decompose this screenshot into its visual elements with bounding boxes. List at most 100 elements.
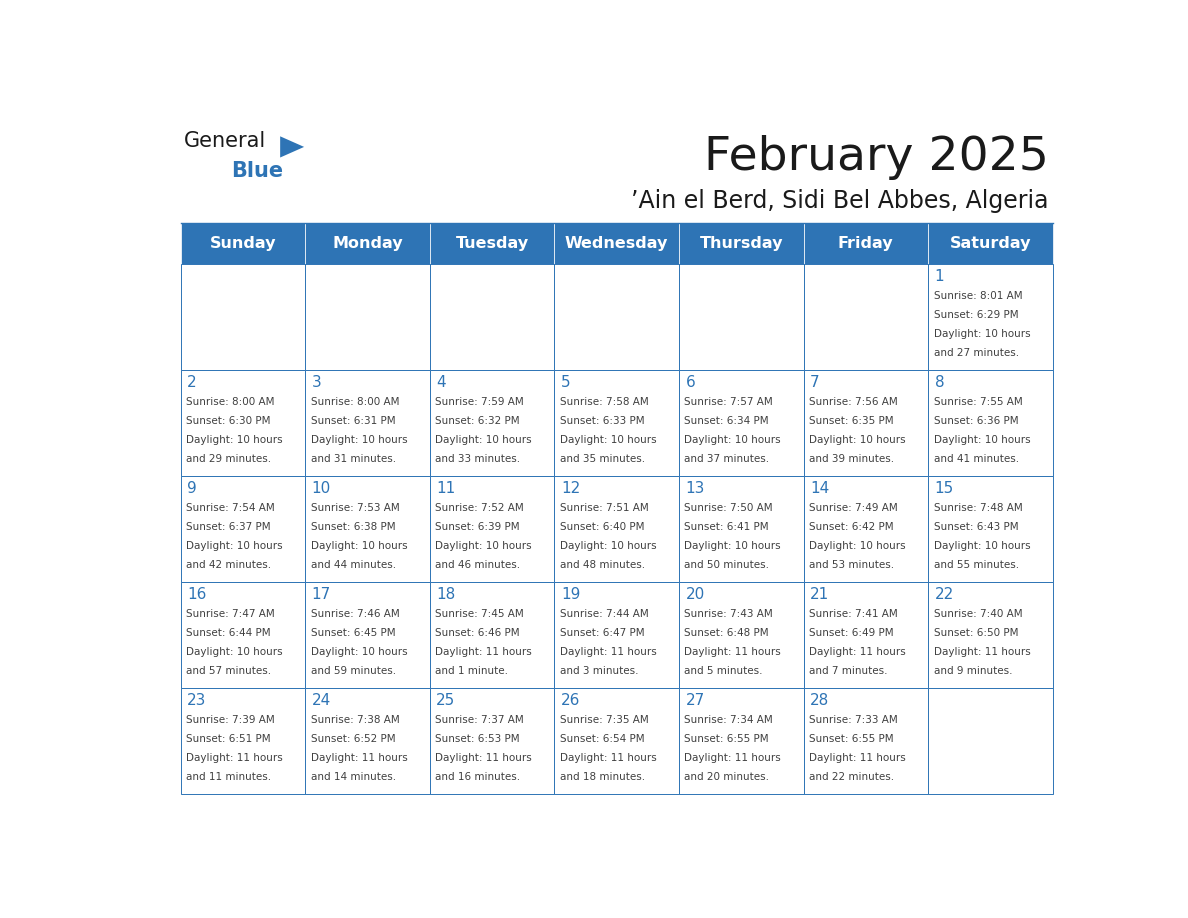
Text: Wednesday: Wednesday — [565, 236, 669, 252]
Bar — [555, 223, 680, 264]
Bar — [430, 688, 555, 794]
Bar — [803, 370, 928, 476]
Text: Daylight: 10 hours: Daylight: 10 hours — [187, 647, 283, 657]
Bar — [305, 476, 430, 582]
Text: 12: 12 — [561, 481, 580, 497]
Text: Sunset: 6:49 PM: Sunset: 6:49 PM — [809, 628, 893, 638]
Text: and 3 minutes.: and 3 minutes. — [560, 666, 638, 677]
Text: Daylight: 10 hours: Daylight: 10 hours — [934, 330, 1030, 340]
Text: and 11 minutes.: and 11 minutes. — [187, 772, 271, 782]
Text: Sunrise: 7:57 AM: Sunrise: 7:57 AM — [684, 397, 773, 408]
Text: 9: 9 — [188, 481, 197, 497]
Text: Sunrise: 7:40 AM: Sunrise: 7:40 AM — [934, 610, 1022, 620]
Text: 28: 28 — [810, 693, 829, 709]
Bar — [181, 582, 305, 688]
Text: Sunrise: 7:56 AM: Sunrise: 7:56 AM — [809, 397, 898, 408]
Bar — [305, 582, 430, 688]
Bar — [803, 264, 928, 370]
Text: Sunset: 6:47 PM: Sunset: 6:47 PM — [560, 628, 645, 638]
Text: and 42 minutes.: and 42 minutes. — [187, 560, 271, 570]
Bar — [181, 688, 305, 794]
Text: 1: 1 — [935, 269, 944, 285]
Bar — [928, 476, 1053, 582]
Text: Sunrise: 7:48 AM: Sunrise: 7:48 AM — [934, 503, 1023, 513]
Text: Sunset: 6:41 PM: Sunset: 6:41 PM — [684, 522, 769, 532]
Text: Sunrise: 7:50 AM: Sunrise: 7:50 AM — [684, 503, 773, 513]
Text: Daylight: 10 hours: Daylight: 10 hours — [187, 542, 283, 552]
Text: 8: 8 — [935, 375, 944, 390]
Text: Daylight: 10 hours: Daylight: 10 hours — [809, 435, 905, 445]
Text: Sunset: 6:48 PM: Sunset: 6:48 PM — [684, 628, 769, 638]
Text: Sunrise: 7:55 AM: Sunrise: 7:55 AM — [934, 397, 1023, 408]
Text: Monday: Monday — [333, 236, 403, 252]
Text: Sunset: 6:34 PM: Sunset: 6:34 PM — [684, 416, 769, 426]
Text: Sunrise: 7:35 AM: Sunrise: 7:35 AM — [560, 715, 649, 725]
Text: and 31 minutes.: and 31 minutes. — [311, 454, 396, 465]
Text: 19: 19 — [561, 588, 580, 602]
Text: Sunset: 6:31 PM: Sunset: 6:31 PM — [311, 416, 396, 426]
Text: and 50 minutes.: and 50 minutes. — [684, 560, 770, 570]
Text: and 20 minutes.: and 20 minutes. — [684, 772, 770, 782]
Text: 5: 5 — [561, 375, 570, 390]
Bar — [680, 476, 803, 582]
Text: 7: 7 — [810, 375, 820, 390]
Text: Blue: Blue — [232, 161, 284, 181]
Text: Sunrise: 7:45 AM: Sunrise: 7:45 AM — [435, 610, 524, 620]
Text: and 7 minutes.: and 7 minutes. — [809, 666, 887, 677]
Text: Daylight: 10 hours: Daylight: 10 hours — [560, 435, 657, 445]
Text: Sunrise: 7:39 AM: Sunrise: 7:39 AM — [187, 715, 274, 725]
Bar — [305, 370, 430, 476]
Bar — [430, 264, 555, 370]
Text: 6: 6 — [685, 375, 695, 390]
Text: Sunrise: 7:47 AM: Sunrise: 7:47 AM — [187, 610, 274, 620]
Text: Daylight: 10 hours: Daylight: 10 hours — [560, 542, 657, 552]
Text: 4: 4 — [436, 375, 446, 390]
Text: and 37 minutes.: and 37 minutes. — [684, 454, 770, 465]
Text: and 27 minutes.: and 27 minutes. — [934, 348, 1019, 358]
Bar — [803, 223, 928, 264]
Text: Sunrise: 7:51 AM: Sunrise: 7:51 AM — [560, 503, 649, 513]
Text: 3: 3 — [311, 375, 322, 390]
Bar — [803, 582, 928, 688]
Text: 25: 25 — [436, 693, 455, 709]
Bar — [430, 582, 555, 688]
Text: and 53 minutes.: and 53 minutes. — [809, 560, 895, 570]
Text: Sunday: Sunday — [210, 236, 277, 252]
Bar — [680, 264, 803, 370]
Text: Sunrise: 7:41 AM: Sunrise: 7:41 AM — [809, 610, 898, 620]
Text: and 48 minutes.: and 48 minutes. — [560, 560, 645, 570]
Text: Sunset: 6:40 PM: Sunset: 6:40 PM — [560, 522, 644, 532]
Text: Daylight: 11 hours: Daylight: 11 hours — [435, 647, 532, 657]
Text: Sunset: 6:55 PM: Sunset: 6:55 PM — [684, 734, 769, 744]
Text: Daylight: 10 hours: Daylight: 10 hours — [187, 435, 283, 445]
Text: ’Ain el Berd, Sidi Bel Abbes, Algeria: ’Ain el Berd, Sidi Bel Abbes, Algeria — [632, 189, 1049, 213]
Text: Sunset: 6:33 PM: Sunset: 6:33 PM — [560, 416, 645, 426]
Text: Sunset: 6:35 PM: Sunset: 6:35 PM — [809, 416, 893, 426]
Text: Daylight: 11 hours: Daylight: 11 hours — [560, 647, 657, 657]
Text: Daylight: 11 hours: Daylight: 11 hours — [684, 647, 782, 657]
Text: Sunrise: 7:52 AM: Sunrise: 7:52 AM — [435, 503, 524, 513]
Bar — [928, 370, 1053, 476]
Text: Sunrise: 8:00 AM: Sunrise: 8:00 AM — [311, 397, 399, 408]
Text: Sunrise: 7:43 AM: Sunrise: 7:43 AM — [684, 610, 773, 620]
Text: Sunset: 6:37 PM: Sunset: 6:37 PM — [187, 522, 271, 532]
Text: General: General — [183, 131, 266, 151]
Text: Sunset: 6:51 PM: Sunset: 6:51 PM — [187, 734, 271, 744]
Text: Sunrise: 7:37 AM: Sunrise: 7:37 AM — [435, 715, 524, 725]
Text: Sunset: 6:45 PM: Sunset: 6:45 PM — [311, 628, 396, 638]
Text: Sunset: 6:36 PM: Sunset: 6:36 PM — [934, 416, 1018, 426]
Text: and 22 minutes.: and 22 minutes. — [809, 772, 895, 782]
Bar — [181, 223, 305, 264]
Text: and 41 minutes.: and 41 minutes. — [934, 454, 1019, 465]
Text: 14: 14 — [810, 481, 829, 497]
Text: Sunrise: 8:01 AM: Sunrise: 8:01 AM — [934, 291, 1022, 301]
Text: 13: 13 — [685, 481, 704, 497]
Text: Daylight: 10 hours: Daylight: 10 hours — [684, 435, 781, 445]
Text: Saturday: Saturday — [949, 236, 1031, 252]
Text: and 55 minutes.: and 55 minutes. — [934, 560, 1019, 570]
Text: Sunset: 6:46 PM: Sunset: 6:46 PM — [435, 628, 520, 638]
Text: and 39 minutes.: and 39 minutes. — [809, 454, 895, 465]
Text: 24: 24 — [311, 693, 331, 709]
Bar — [305, 688, 430, 794]
Text: Sunset: 6:43 PM: Sunset: 6:43 PM — [934, 522, 1018, 532]
